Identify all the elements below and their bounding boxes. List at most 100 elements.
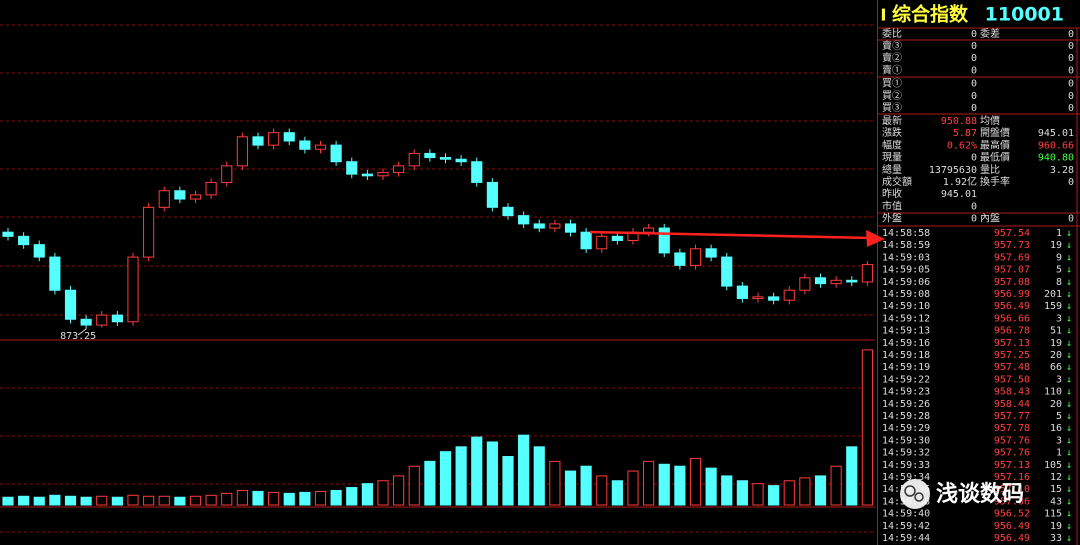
tick-time: 14:59:22	[882, 374, 930, 385]
tick-price: 957.50	[994, 374, 1030, 385]
candle-body	[564, 223, 577, 233]
candle-body	[596, 235, 608, 250]
quote-value: 940.80	[1038, 153, 1074, 164]
tick-price: 957.76	[994, 448, 1030, 459]
candles: 873.25	[2, 128, 873, 506]
watermark-icon	[900, 479, 930, 509]
volume-bar	[736, 480, 748, 506]
tick-volume: 201	[1044, 289, 1062, 300]
tick-direction: ↓	[1066, 301, 1072, 312]
tick-time: 14:58:59	[882, 240, 930, 251]
tick-direction: ↓	[1066, 252, 1072, 263]
quote-label: 成交額	[882, 175, 912, 188]
candle-body	[205, 181, 217, 196]
tick-time: 14:59:19	[882, 362, 930, 373]
candle-body	[455, 158, 467, 163]
volume-bar	[596, 475, 608, 506]
candle-body	[2, 231, 14, 237]
tick-direction: ↓	[1066, 374, 1072, 385]
tick-price: 957.13	[994, 460, 1030, 471]
candle-body	[424, 152, 436, 159]
tick-direction: ↓	[1066, 387, 1072, 398]
quote-value: 945.01	[1038, 128, 1074, 139]
candle-body	[611, 235, 623, 241]
tick-price: 956.66	[994, 313, 1030, 324]
candle-body	[33, 244, 45, 258]
tick-volume: 110	[1044, 387, 1062, 398]
volume-bar	[33, 496, 45, 506]
tick-time: 14:59:26	[882, 399, 930, 410]
candle-body	[189, 194, 202, 200]
tick-price: 958.43	[994, 387, 1030, 398]
ratio-value: 0	[971, 29, 977, 40]
tick-price: 956.49	[994, 521, 1030, 532]
tick-price: 957.73	[994, 240, 1030, 251]
volume-bar	[2, 496, 14, 506]
volume-bar	[643, 460, 655, 506]
watermark-text: 浅谈数码	[936, 481, 1024, 507]
book-price: 0	[971, 79, 977, 90]
quote-value: 5.87	[953, 128, 977, 139]
tick-volume: 3	[1056, 435, 1062, 446]
quote-value: 960.66	[1038, 140, 1074, 151]
tick-price: 956.49	[994, 301, 1030, 312]
book-volume: 0	[1068, 79, 1074, 90]
quote-value: 0	[971, 201, 977, 212]
candle-body	[533, 223, 545, 229]
candle-body	[377, 171, 389, 177]
tick-price: 957.13	[994, 338, 1030, 349]
volume-bar	[49, 494, 61, 506]
candle-body	[846, 279, 858, 283]
tick-price: 957.69	[994, 252, 1030, 263]
book-label: 買①	[882, 78, 902, 90]
tick-volume: 5	[1056, 265, 1062, 276]
tick-time: 14:58:58	[882, 228, 930, 239]
volume-bar	[236, 489, 248, 506]
quote-label: 市值	[882, 199, 902, 212]
ratio-label: 委差	[980, 27, 1000, 40]
candle-body	[502, 206, 514, 217]
volume-bar	[18, 495, 30, 506]
book-volume: 0	[1068, 91, 1074, 102]
tick-volume: 16	[1050, 423, 1062, 434]
quote-label: 現量	[882, 152, 902, 164]
candle-body	[299, 140, 311, 150]
tick-volume: 12	[1050, 472, 1062, 483]
volume-bar	[283, 492, 295, 506]
quote-label: 換手率	[980, 175, 1010, 188]
quote-label: 最低價	[980, 151, 1010, 164]
tick-time: 14:59:23	[882, 387, 930, 398]
volume-bar	[502, 456, 514, 506]
tick-time: 14:59:13	[882, 326, 930, 337]
quote-label: 量比	[980, 164, 1000, 176]
tick-direction: ↓	[1066, 448, 1072, 459]
tick-time: 14:59:08	[882, 289, 930, 300]
candle-body	[471, 161, 483, 183]
tick-volume: 19	[1050, 521, 1062, 532]
volume-bar	[846, 446, 858, 506]
panel-code: 110001	[985, 4, 1064, 26]
quote-value: 950.88	[941, 116, 977, 127]
tick-direction: ↓	[1066, 350, 1072, 361]
quote-value: 3.28	[1050, 165, 1074, 176]
tick-volume: 51	[1050, 326, 1062, 337]
quote-label: 均價	[980, 114, 1000, 127]
tick-volume: 115	[1044, 509, 1062, 520]
watermark: 浅谈数码	[900, 479, 1024, 509]
volume-bar	[814, 475, 827, 506]
volume-bar	[424, 460, 436, 506]
tick-volume: 19	[1050, 240, 1062, 251]
tick-direction: ↓	[1066, 509, 1072, 520]
tick-direction: ↓	[1066, 265, 1072, 276]
tick-volume: 19	[1050, 338, 1062, 349]
tick-time: 14:59:28	[882, 411, 930, 422]
tick-time: 14:59:32	[882, 448, 930, 459]
volume-bar	[439, 451, 452, 506]
volume-bar	[346, 487, 358, 506]
tick-direction: ↓	[1066, 326, 1072, 337]
quote-value: 0	[971, 153, 977, 164]
volume-bar	[564, 470, 577, 506]
volume-bar	[64, 495, 77, 506]
tick-price: 957.07	[994, 265, 1030, 276]
volume-bar	[486, 441, 498, 506]
